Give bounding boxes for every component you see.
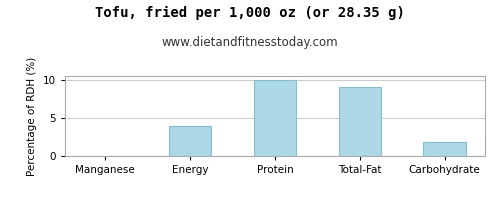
- Text: Tofu, fried per 1,000 oz (or 28.35 g): Tofu, fried per 1,000 oz (or 28.35 g): [95, 6, 405, 20]
- Y-axis label: Percentage of RDH (%): Percentage of RDH (%): [28, 56, 38, 176]
- Bar: [169, 126, 212, 156]
- Text: www.dietandfitnesstoday.com: www.dietandfitnesstoday.com: [162, 36, 338, 49]
- Bar: [254, 80, 296, 156]
- Bar: [338, 87, 381, 156]
- Bar: [424, 142, 466, 156]
